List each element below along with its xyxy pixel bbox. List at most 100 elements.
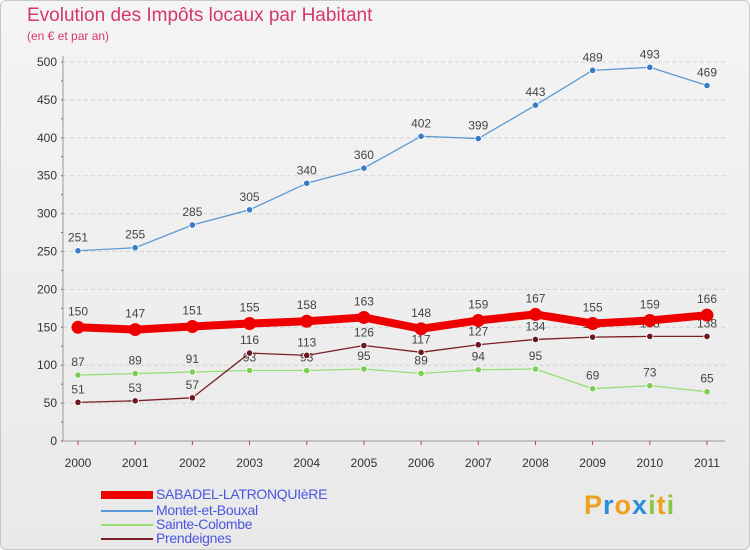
legend-label-sabadel: SABADEL-LATRONQUIèRE [156,486,328,502]
data-label-sainte-colombe: 73 [643,366,657,380]
data-label-sabadel-latronqui-re: 147 [125,307,145,321]
data-label-montet-et-bouxal: 443 [525,85,545,99]
data-point-sainte-colombe [703,388,711,396]
data-point-montet-et-bouxal [646,63,654,71]
x-tick-label: 2004 [293,456,320,470]
data-label-montet-et-bouxal: 489 [583,50,603,64]
data-point-prendeignes [74,398,82,406]
data-label-sabadel-latronqui-re: 155 [583,301,603,315]
data-point-sabadel-latronqui-re [643,313,657,327]
data-label-montet-et-bouxal: 402 [411,116,431,130]
proxiti-logo: Proxiti [584,490,675,521]
series-line-montet-et-bouxal [77,66,708,252]
x-tick-label: 2001 [122,456,149,470]
data-label-prendeignes: 116 [240,333,259,347]
x-tick-label: 2006 [408,456,435,470]
data-point-sabadel-latronqui-re [71,320,85,334]
x-tick-label: 2010 [636,456,663,470]
data-label-sabadel-latronqui-re: 150 [68,304,88,318]
y-tick-label: 100 [37,358,57,372]
x-tick-label: 2002 [179,456,206,470]
data-label-prendeignes: 113 [297,335,316,349]
data-label-prendeignes: 134 [525,319,545,333]
data-label-sainte-colombe: 87 [71,355,85,369]
y-tick-label: 150 [37,320,57,334]
data-label-sabadel-latronqui-re: 159 [640,297,660,311]
data-label-sainte-colombe: 95 [529,349,543,363]
data-point-sainte-colombe [131,369,139,378]
data-label-sainte-colombe: 89 [129,354,143,368]
data-label-sainte-colombe: 91 [186,352,200,366]
data-point-sabadel-latronqui-re [586,317,600,331]
data-point-sainte-colombe [531,365,540,373]
data-point-montet-et-bouxal [474,134,482,143]
data-label-montet-et-bouxal: 340 [297,163,317,177]
data-point-sabadel-latronqui-re [243,317,257,331]
data-label-sabadel-latronqui-re: 151 [182,304,202,318]
series-line-prendeignes [77,335,707,403]
data-label-sainte-colombe: 65 [700,372,714,386]
data-point-prendeignes [417,348,425,356]
data-point-montet-et-bouxal [74,247,82,255]
data-point-sainte-colombe [589,385,597,393]
logo-letter: o [614,490,633,520]
data-point-prendeignes [245,349,254,357]
data-label-sabadel-latronqui-re: 163 [354,294,374,308]
data-point-sabadel-latronqui-re [185,320,199,334]
data-point-montet-et-bouxal [188,221,196,229]
data-point-prendeignes [131,397,139,405]
y-tick-label: 400 [37,131,57,145]
chart-title: Evolution des Impôts locaux par Habitant [27,5,373,26]
x-tick-label: 2008 [522,456,549,470]
data-label-prendeignes: 117 [412,332,431,346]
x-tick-label: 2011 [694,456,720,470]
data-point-sainte-colombe [417,369,425,378]
data-label-prendeignes: 127 [468,325,488,339]
y-tick-label: 250 [37,245,57,259]
y-tick-label: 450 [37,93,57,107]
data-label-prendeignes: 57 [186,378,200,392]
data-label-montet-et-bouxal: 251 [68,231,88,245]
logo-letter: r [603,490,615,520]
logo-letter: P [584,490,604,520]
legend-label-sainte-colombe: Sainte-Colombe [156,516,253,532]
data-point-montet-et-bouxal [303,179,311,187]
y-tick-label: 350 [37,169,57,183]
series-line-sainte-colombe [77,368,708,393]
y-tick-label: 50 [44,396,58,410]
data-point-sabadel-latronqui-re [414,322,428,336]
legend-label-prendeignes: Prendeignes [156,530,232,546]
data-point-sainte-colombe [303,366,311,375]
data-label-sabadel-latronqui-re: 159 [468,297,488,311]
data-point-prendeignes [474,341,482,349]
data-label-sabadel-latronqui-re: 148 [411,306,431,320]
data-point-prendeignes [360,341,368,350]
data-point-prendeignes [589,333,597,341]
data-label-sabadel-latronqui-re: 166 [697,292,717,306]
legend-swatch-sabadel [101,491,153,499]
data-point-sainte-colombe [188,368,196,376]
data-point-montet-et-bouxal [360,164,368,172]
data-label-prendeignes: 126 [354,325,374,339]
data-label-montet-et-bouxal: 360 [354,148,374,162]
data-point-sabadel-latronqui-re [128,323,142,337]
y-tick-label: 200 [37,282,57,296]
data-point-sainte-colombe [74,371,82,379]
data-label-sabadel-latronqui-re: 155 [240,301,260,315]
data-label-montet-et-bouxal: 285 [182,205,202,219]
data-point-montet-et-bouxal [131,244,139,252]
data-point-sabadel-latronqui-re [471,313,485,327]
logo-letter: i [648,490,657,520]
data-label-montet-et-bouxal: 305 [240,190,260,204]
data-label-prendeignes: 53 [129,381,143,395]
x-tick-label: 2003 [236,456,263,470]
data-point-sabadel-latronqui-re [700,308,714,322]
x-tick-label: 2009 [579,456,606,470]
data-point-prendeignes [531,335,540,344]
data-point-prendeignes [303,351,311,359]
data-point-prendeignes [703,332,711,340]
data-label-sabadel-latronqui-re: 158 [297,298,317,312]
x-tick-label: 2000 [65,456,92,470]
data-point-sabadel-latronqui-re [357,310,371,324]
